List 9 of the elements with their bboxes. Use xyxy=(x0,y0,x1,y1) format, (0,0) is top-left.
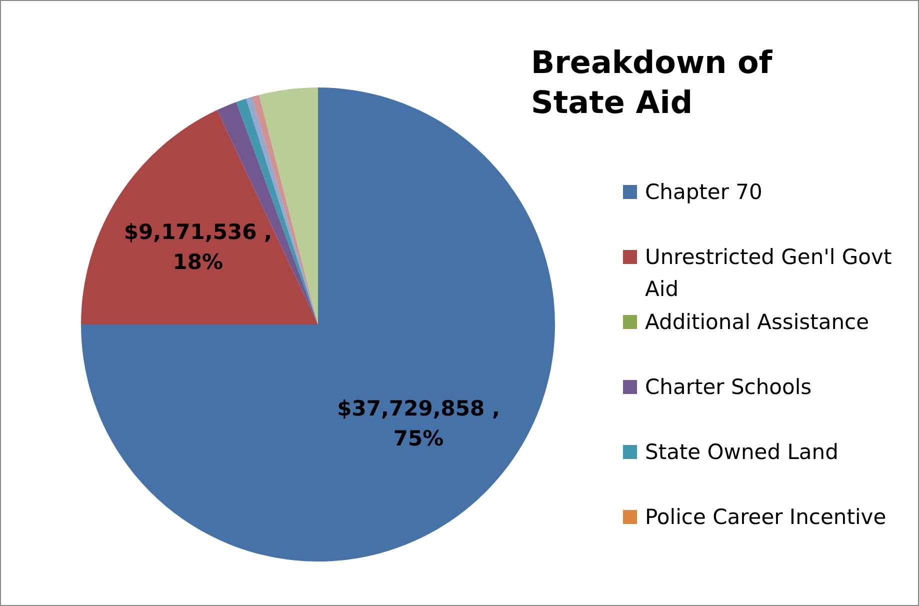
data-label: $37,729,858 , 75% xyxy=(337,396,500,451)
legend-label: Police Career Incentive xyxy=(645,504,886,531)
legend-label: Chapter 70 xyxy=(645,179,762,206)
legend-label: Unrestricted Gen'l Govt Aid xyxy=(645,244,893,303)
legend-label: Additional Assistance xyxy=(645,309,869,336)
legend-label: Charter Schools xyxy=(645,374,812,401)
chart-title: Breakdown of State Aid xyxy=(531,44,774,123)
legend-label: State Owned Land xyxy=(645,439,838,466)
data-label: $9,171,536 , 18% xyxy=(124,220,272,274)
